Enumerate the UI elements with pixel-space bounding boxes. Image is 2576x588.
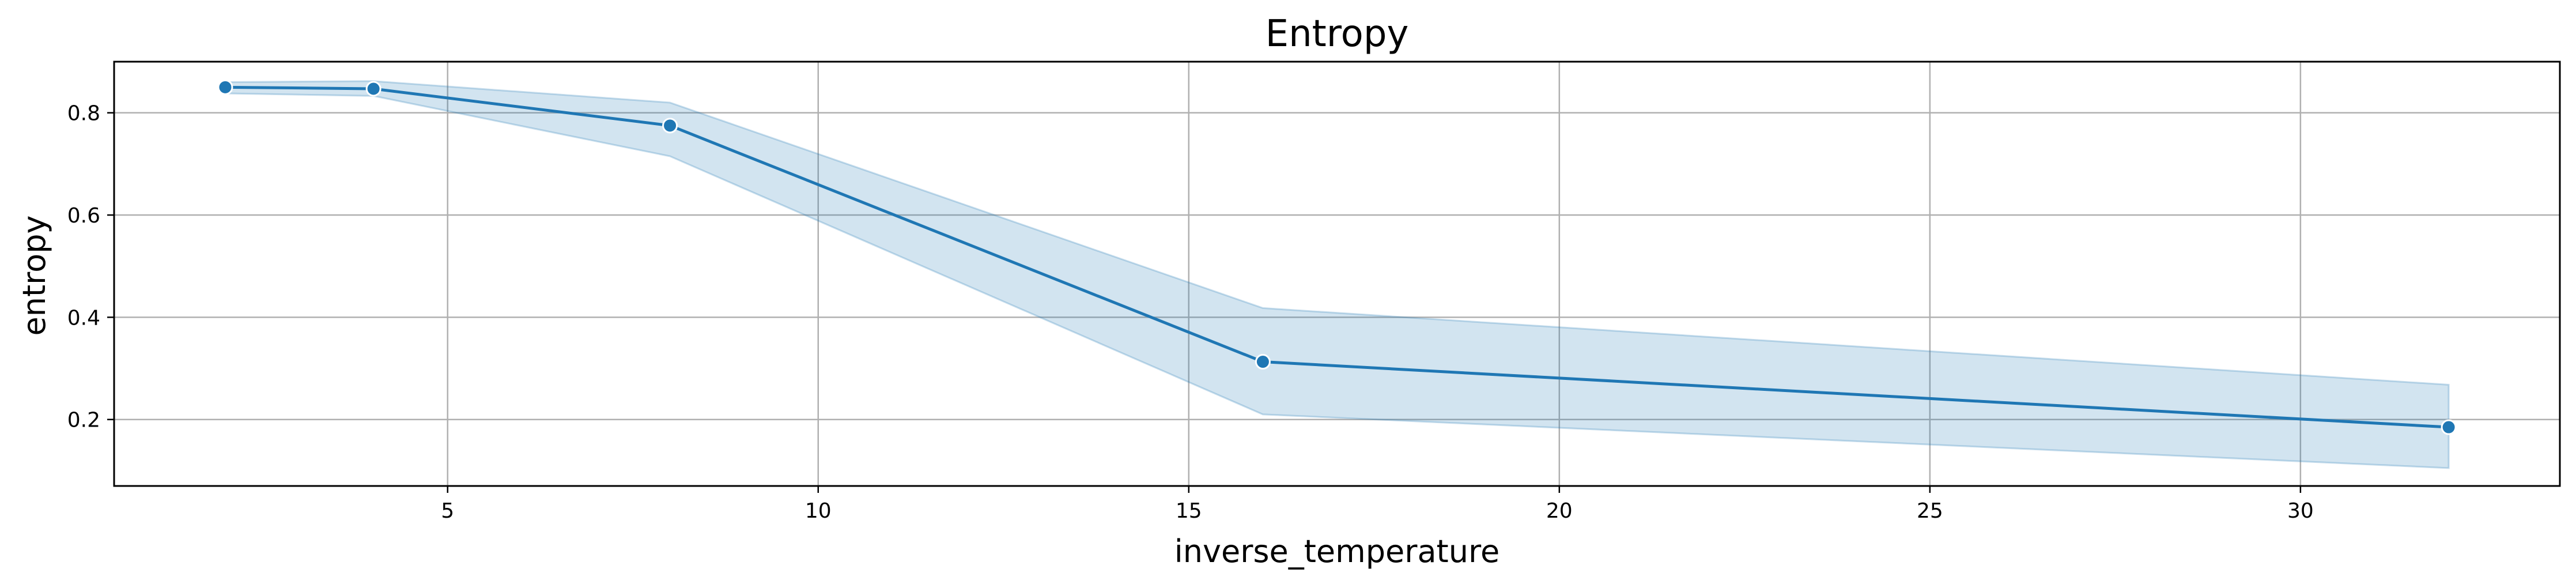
x-axis-label: inverse_temperature — [1174, 533, 1499, 570]
y-tick-label: 0.6 — [67, 204, 100, 228]
data-point-marker — [217, 79, 233, 95]
y-tick-label: 0.2 — [67, 409, 100, 432]
confidence-band — [224, 80, 2450, 469]
chart-title: Entropy — [1266, 13, 1409, 55]
x-tick-label: 10 — [805, 499, 832, 523]
y-tick-label: 0.4 — [67, 306, 100, 330]
x-tick-label: 30 — [2287, 499, 2314, 523]
data-point-marker — [2441, 419, 2457, 435]
y-axis-ticks: 0.2 0.4 0.6 0.8 — [67, 102, 114, 432]
x-tick-label: 5 — [441, 499, 454, 523]
data-point-marker — [1255, 354, 1271, 370]
data-point-marker — [662, 118, 678, 134]
x-tick-label: 20 — [1546, 499, 1573, 523]
grid-lines — [114, 62, 2560, 486]
data-points — [217, 79, 2457, 435]
plot-area-frame — [113, 61, 2561, 487]
data-point-marker — [365, 81, 382, 97]
x-axis-ticks: 5 10 15 20 25 30 — [441, 486, 2314, 523]
y-axis-label: entropy — [16, 216, 52, 336]
x-tick-label: 15 — [1176, 499, 1202, 523]
y-tick-label: 0.8 — [67, 102, 100, 126]
x-tick-label: 25 — [1917, 499, 1943, 523]
confidence-band-layer — [224, 80, 2450, 469]
